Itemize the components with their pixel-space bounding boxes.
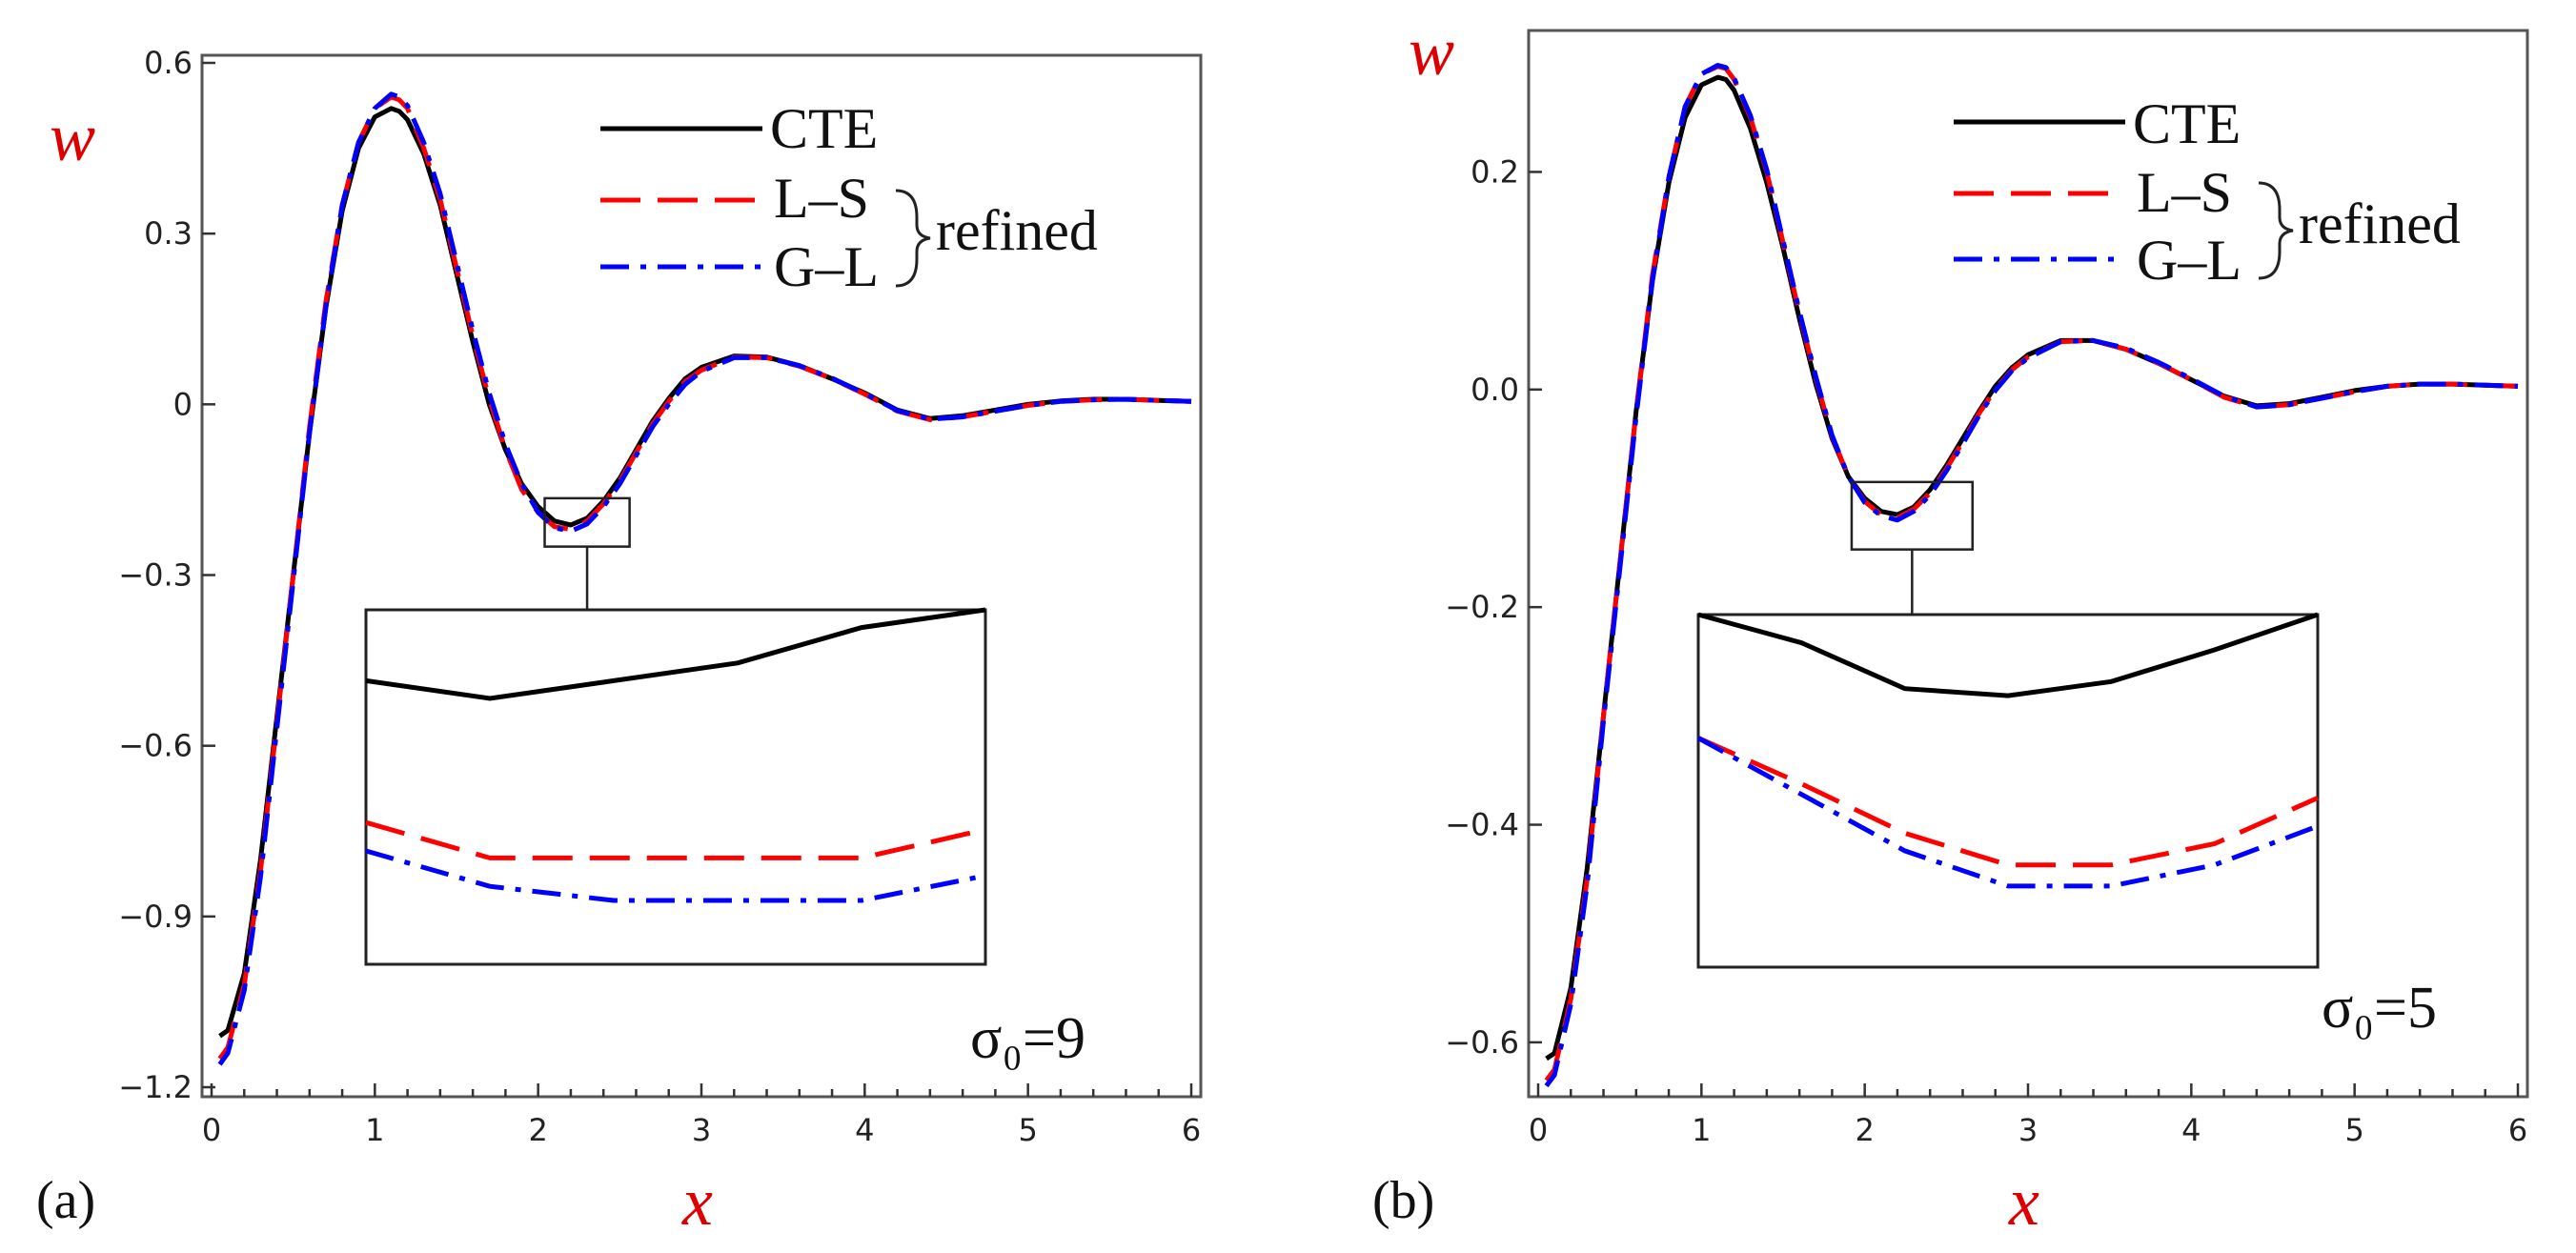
x-tick-label: 2 (1855, 1112, 1874, 1148)
series-g-l-line (217, 91, 1192, 1066)
x-tick-label: 3 (692, 1112, 711, 1148)
x-tick-label: 3 (2018, 1112, 2038, 1148)
tick-marks (202, 61, 1193, 1097)
inset-curves (365, 607, 986, 903)
legend-ls-label: L–S (774, 167, 869, 230)
y-tick-label: −0.9 (118, 899, 193, 935)
panel-a: 0.6 0.3 0 −0.3 −0.6 −0.9 −1.2 0 1 2 3 4 5 6 CTE L–S … (36, 45, 1203, 1240)
legend: CTE L–S G–L refined (1954, 92, 2461, 292)
panel-b: 0.2 0.0 −0.2 −0.4 −0.6 0 1 2 3 4 5 6 CTE L–S G–L r… (1372, 13, 2529, 1240)
x-axis-label: x (681, 1163, 713, 1240)
legend-gl-label: G–L (774, 235, 879, 298)
x-tick-labels: 0 1 2 3 4 5 6 (202, 1112, 1201, 1148)
y-tick-label: 0.6 (144, 45, 193, 81)
x-tick-label: 1 (365, 1112, 384, 1148)
y-tick-labels: 0.6 0.3 0 −0.3 −0.6 −0.9 −1.2 (118, 45, 193, 1105)
legend: CTE L–S G–L refined (600, 97, 1098, 298)
y-tick-label: −1.2 (118, 1069, 193, 1105)
y-tick-label: −0.6 (1445, 1024, 1519, 1061)
inset-series-g-l-line (1696, 736, 2319, 889)
inset-curves (1696, 612, 2320, 889)
series-g-l-line (1544, 63, 2519, 1088)
inset-frame (1696, 613, 2320, 969)
zoom-box (1850, 480, 1974, 551)
x-axis-label: x (2008, 1163, 2039, 1240)
x-tick-label: 1 (1692, 1112, 1711, 1148)
legend-ls-label: L–S (2137, 161, 2232, 224)
y-tick-label: −0.6 (118, 728, 193, 764)
y-tick-labels: 0.2 0.0 −0.2 −0.4 −0.6 (1445, 153, 1519, 1060)
x-tick-label: 0 (202, 1112, 221, 1148)
inset-series-cte-line (1697, 612, 2319, 698)
legend-refined-label: refined (936, 199, 1098, 262)
curves (217, 91, 1192, 1066)
x-tick-label: 6 (2508, 1112, 2527, 1148)
curves (1544, 63, 2519, 1088)
legend-brace (895, 189, 931, 288)
y-axis-label: w (1409, 13, 1454, 90)
x-tick-label: 5 (1018, 1112, 1037, 1148)
x-tick-label: 5 (2344, 1112, 2363, 1148)
y-tick-label: −0.2 (1445, 589, 1519, 625)
x-tick-labels: 0 1 2 3 4 5 6 (1529, 1112, 2527, 1148)
tick-marks (1529, 171, 2520, 1097)
x-tick-label: 6 (1182, 1112, 1201, 1148)
legend-brace (2258, 181, 2294, 280)
legend-gl-label: G–L (2137, 229, 2241, 292)
x-tick-label: 0 (1529, 1112, 1548, 1148)
legend-cte-label: CTE (2133, 92, 2241, 155)
x-tick-label: 4 (2181, 1112, 2201, 1148)
y-tick-label: −0.4 (1445, 807, 1519, 843)
y-tick-label: −0.3 (118, 557, 193, 594)
y-tick-label: 0 (173, 386, 193, 422)
x-tick-label: 4 (855, 1112, 874, 1148)
y-tick-label: 0.2 (1471, 153, 1519, 190)
y-axis-label: w (50, 99, 95, 175)
y-tick-label: 0.3 (144, 215, 193, 252)
inset-frame (364, 608, 987, 966)
inset-series-l-s-line (1696, 736, 2320, 868)
panel-label: (a) (36, 1171, 95, 1230)
series-l-s-line (217, 94, 1192, 1061)
sigma-annotation: σ₀=5 (2322, 976, 2437, 1041)
inset-series-l-s-line (365, 819, 986, 860)
inset-series-cte-line (365, 607, 986, 701)
legend-cte-label: CTE (770, 97, 878, 160)
y-tick-label: 0.0 (1471, 372, 1519, 408)
legend-refined-label: refined (2299, 192, 2461, 255)
sigma-annotation: σ₀=9 (970, 1006, 1085, 1071)
inset-series-g-l-line (365, 848, 986, 903)
x-tick-label: 2 (528, 1112, 547, 1148)
panel-label: (b) (1372, 1171, 1434, 1230)
